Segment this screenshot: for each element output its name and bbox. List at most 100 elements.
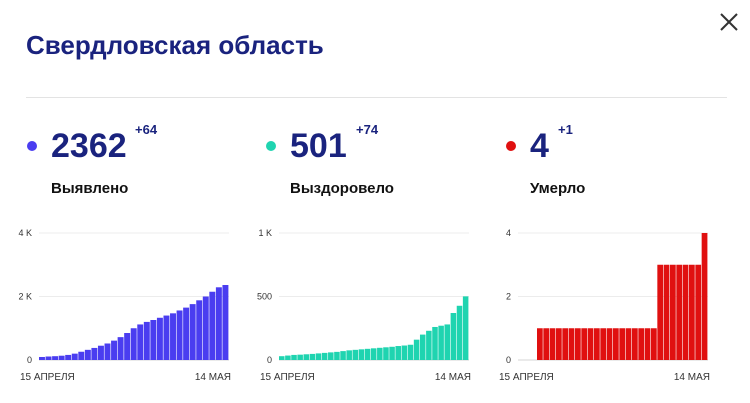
bar <box>625 328 632 360</box>
detected-value: 2362 <box>51 127 127 165</box>
bar <box>309 353 316 360</box>
bar <box>156 317 163 360</box>
bar <box>556 328 562 360</box>
recovered-value: 501 <box>290 127 347 165</box>
close-button[interactable] <box>714 7 744 37</box>
bar <box>117 337 124 360</box>
y-tick-label: 0 <box>267 355 272 365</box>
x-start-label: 15 АПРЕЛЯ <box>499 372 554 383</box>
bar <box>340 351 346 360</box>
bar <box>91 347 98 360</box>
bar <box>303 354 310 360</box>
bar <box>97 345 104 360</box>
y-tick-label: 4 K <box>18 228 32 238</box>
deaths-dot-icon <box>506 141 516 151</box>
bar <box>209 291 216 360</box>
bar <box>644 328 651 360</box>
y-tick-label: 1 K <box>258 228 272 238</box>
bar <box>438 325 444 360</box>
bar <box>383 347 389 360</box>
chart-detected: 0 2 K 4 K 15 АПРЕЛЯ 14 МАЯ <box>14 220 234 385</box>
bar <box>130 328 137 360</box>
bar <box>321 352 328 360</box>
page-title: Свердловская область <box>26 30 324 60</box>
bar <box>39 356 45 360</box>
bar <box>143 321 150 360</box>
y-tick-label: 2 <box>506 292 511 302</box>
bar <box>407 344 414 360</box>
x-start-label: 15 АПРЕЛЯ <box>260 372 315 383</box>
detected-delta: +64 <box>135 122 158 137</box>
y-tick-label: 0 <box>506 355 511 365</box>
bar <box>594 328 600 360</box>
recovered-delta: +74 <box>356 122 379 137</box>
bar <box>150 319 157 360</box>
bar <box>328 352 334 360</box>
y-tick-label: 2 K <box>18 292 32 302</box>
bar <box>432 326 438 360</box>
deaths-value: 4 <box>530 127 549 165</box>
bar <box>346 350 352 360</box>
bar <box>377 347 383 360</box>
bar <box>65 354 72 360</box>
bar <box>291 354 297 360</box>
bar <box>389 346 395 360</box>
bar <box>364 348 371 360</box>
bar <box>689 264 695 360</box>
bar <box>111 340 118 360</box>
bar <box>701 233 708 360</box>
bar <box>215 287 222 360</box>
bar <box>279 356 285 360</box>
bar <box>549 328 556 360</box>
bar <box>613 328 619 360</box>
bar <box>285 355 291 360</box>
bar <box>401 345 408 360</box>
chart-deaths-svg: 0 2 4 15 АПРЕЛЯ 14 МАЯ <box>499 228 710 383</box>
bar <box>562 328 569 360</box>
bar <box>450 313 457 360</box>
y-tick-label: 4 <box>506 228 511 238</box>
chart-deaths: 0 2 4 15 АПРЕЛЯ 14 МАЯ <box>493 220 713 385</box>
deaths-delta: +1 <box>558 122 573 137</box>
bar <box>124 333 131 360</box>
bar <box>619 328 626 360</box>
bar <box>370 348 377 360</box>
bar <box>52 356 59 360</box>
header-divider <box>26 97 727 98</box>
y-tick-label: 0 <box>27 355 32 365</box>
bar <box>670 264 676 360</box>
x-end-label: 14 МАЯ <box>435 372 471 383</box>
bar <box>163 315 170 360</box>
bar <box>137 324 144 360</box>
bar <box>543 328 550 360</box>
bar <box>663 264 670 360</box>
bar <box>196 300 203 360</box>
x-end-label: 14 МАЯ <box>674 372 710 383</box>
bar <box>682 264 689 360</box>
close-icon <box>720 13 738 31</box>
bar <box>657 264 664 360</box>
bar <box>413 339 420 360</box>
bar <box>202 296 209 360</box>
bar <box>537 328 543 360</box>
bar <box>676 264 683 360</box>
y-tick-label: 500 <box>257 292 272 302</box>
bar <box>183 307 190 360</box>
bar <box>352 349 359 360</box>
recovered-dot-icon <box>266 141 276 151</box>
bar <box>581 328 588 360</box>
chart-detected-svg: 0 2 K 4 K 15 АПРЕЛЯ 14 МАЯ <box>18 228 231 383</box>
bar <box>606 328 613 360</box>
bar <box>297 354 303 360</box>
bar <box>600 328 607 360</box>
bar <box>462 296 469 360</box>
bar <box>176 310 183 360</box>
bar <box>456 305 463 360</box>
bar <box>426 330 432 360</box>
bar <box>651 328 657 360</box>
bar <box>419 334 426 360</box>
bar <box>78 351 85 360</box>
bar <box>334 351 340 360</box>
bar <box>568 328 575 360</box>
bar <box>222 285 229 360</box>
